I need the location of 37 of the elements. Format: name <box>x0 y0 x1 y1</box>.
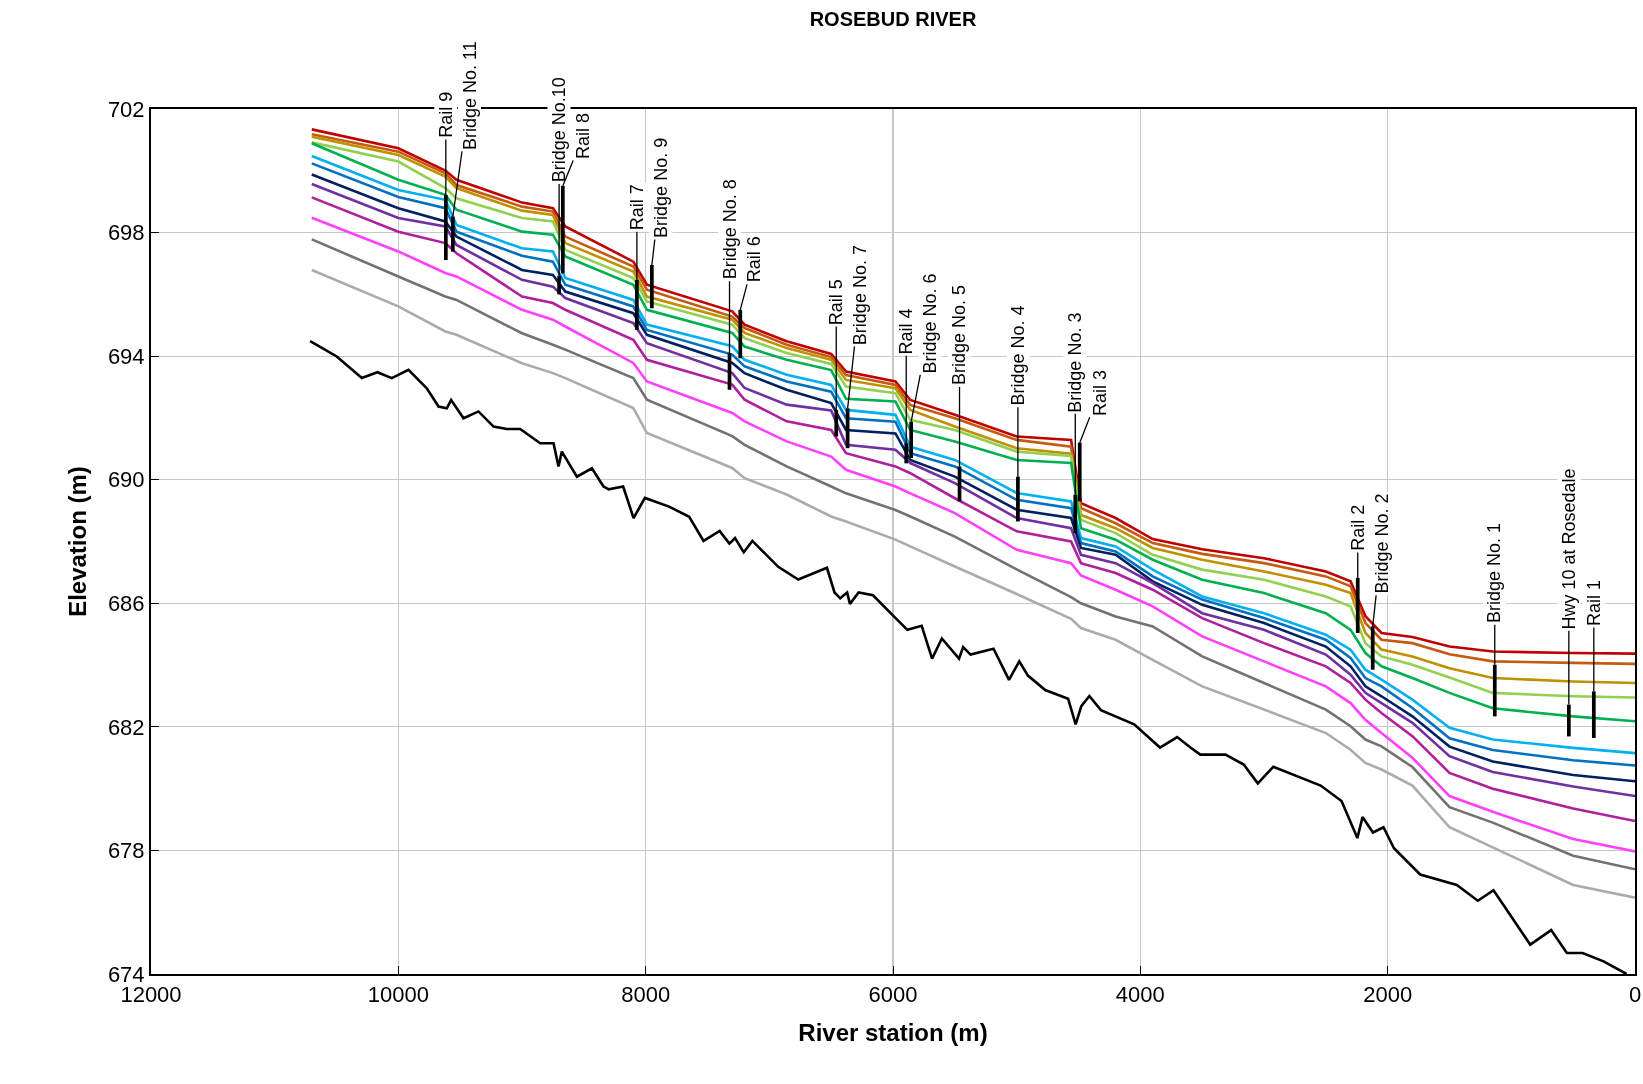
annotation: Hwy 10 at Rosedale <box>1559 468 1580 630</box>
y-tick-label: 690 <box>107 467 145 493</box>
x-tick-label: 4000 <box>1115 982 1165 1008</box>
y-tick-label: 694 <box>107 343 145 369</box>
annotation: Bridge No. 5 <box>949 284 970 385</box>
annotation: Rail 1 <box>1583 579 1604 626</box>
x-tick-label: 10000 <box>367 982 429 1008</box>
annotation: Bridge No. 7 <box>850 245 871 346</box>
y-tick-label: 702 <box>107 96 145 122</box>
annotation: Bridge No. 3 <box>1064 312 1085 413</box>
annotation: Rail 7 <box>626 184 647 231</box>
annotation: Rail 6 <box>743 236 764 283</box>
x-tick-label: 6000 <box>868 982 918 1008</box>
chart-title: ROSEBUD RIVER <box>809 8 977 30</box>
y-tick-label: 698 <box>107 220 145 246</box>
y-tick-label: 686 <box>107 590 145 616</box>
annotation: Bridge No. 11 <box>459 41 480 151</box>
annotation: Bridge No. 8 <box>719 179 740 280</box>
annotation: Bridge No.10 <box>548 77 569 183</box>
annotation: Rail 8 <box>573 112 594 160</box>
y-axis-title: Elevation (m) <box>64 466 92 617</box>
annotation: Bridge No. 6 <box>919 273 940 374</box>
annotation: Rail 5 <box>826 279 847 326</box>
x-tick-label: 0 <box>1628 982 1642 1008</box>
annotation: Bridge No. 1 <box>1484 523 1505 624</box>
annotation: Rail 9 <box>435 91 456 138</box>
annotation: Rail 3 <box>1089 369 1110 416</box>
y-tick-label: 682 <box>107 714 145 740</box>
y-tick-label: 678 <box>107 838 145 864</box>
annotation: Bridge No. 9 <box>650 137 671 238</box>
annotation: Bridge No. 2 <box>1371 493 1392 594</box>
x-tick-label: 8000 <box>621 982 671 1008</box>
x-axis-title: River station (m) <box>798 1019 988 1047</box>
x-tick-label: 2000 <box>1363 982 1413 1008</box>
annotation: Bridge No. 4 <box>1008 305 1029 406</box>
annotation: Rail 4 <box>896 308 916 355</box>
annotation: Rail 2 <box>1347 504 1368 551</box>
